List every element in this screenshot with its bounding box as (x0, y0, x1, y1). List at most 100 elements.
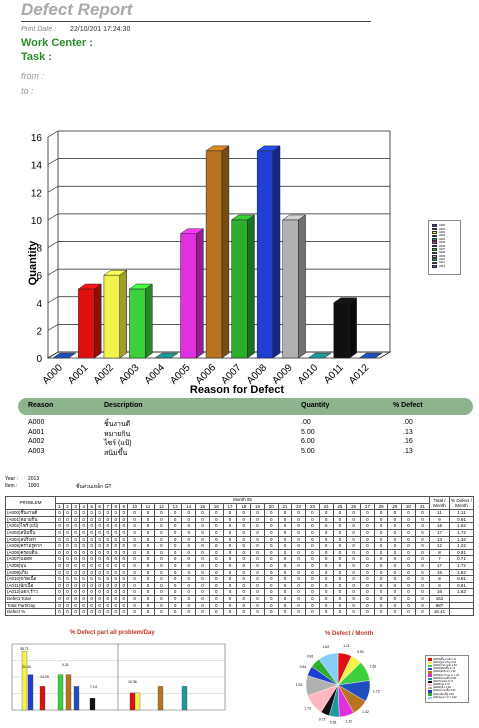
day-cell: 0 (103, 522, 113, 530)
day-cell: 0 (277, 568, 293, 577)
mini-bar (65, 674, 72, 711)
day-cell: 0 (401, 515, 416, 524)
day-cell: 0 (236, 608, 252, 616)
legend-swatch (432, 251, 437, 255)
day-cell: 0 (54, 522, 65, 530)
legend-item: A008 (432, 251, 457, 254)
x-tick-label: A009 (270, 362, 295, 387)
total-part-value: 987 (429, 601, 450, 610)
day-cell: 0 (277, 535, 293, 544)
day-cell: 0 (263, 542, 279, 550)
day-cell: 0 (318, 581, 334, 590)
legend-label: A000 (439, 224, 446, 228)
day-cell: 0 (373, 581, 389, 590)
bar-A009 (281, 214, 307, 359)
day-cell: 0 (332, 535, 348, 544)
x-tick-label: A010 (296, 362, 321, 387)
x-tick-label: A011 (322, 362, 346, 386)
legend-label: A011 (439, 261, 445, 265)
day-cell: 0 (387, 528, 403, 537)
day-cell: 0 (401, 535, 416, 544)
day-cell: 0 (318, 588, 334, 596)
legend-swatch (432, 234, 437, 238)
day-cell: 0 (119, 568, 129, 577)
day-cell: 0 (111, 548, 121, 557)
legend-swatch (432, 231, 437, 234)
day-cell: 0 (167, 581, 183, 590)
quantity-col-header: Quantity (301, 402, 330, 409)
legend-item: A007 (432, 248, 457, 251)
day-cell: 0 (127, 528, 143, 537)
day-cell: 0 (195, 542, 210, 550)
row-total: 16 (429, 522, 450, 530)
reason-cell-qty: 5.00 (301, 428, 315, 436)
pie-legend-item: (A008)บุบ 1.72 (428, 683, 466, 687)
table-row: (A012)แตก,ร้าว 0 0 0 0 0 0 0 0 0 0 0 0 0 0 0 0 0 0 0 0 0 0 0 0 0 0… (5, 588, 474, 596)
day-cell: 0 (119, 561, 129, 570)
mini-bar (89, 698, 96, 711)
day-cell: 0 (346, 588, 361, 596)
legend-item: A005 (432, 241, 457, 244)
day-cell: 0 (95, 542, 105, 550)
day-cell: 0 (359, 509, 375, 517)
day-cell: 0 (305, 588, 320, 596)
day-cell: 0 (359, 608, 375, 616)
day-header: 1 (54, 502, 65, 511)
pie-legend-item: (A000)ชิ้นงานดี 1.11 (428, 658, 466, 661)
day-cell: 0 (54, 594, 65, 603)
day-cell: 0 (54, 542, 65, 550)
day-cell: 0 (95, 509, 105, 517)
day-cell: 0 (54, 561, 65, 570)
day-cell: 0 (401, 542, 416, 550)
day-cell: 0 (387, 548, 403, 557)
item-value: 1000 (28, 483, 40, 489)
day-cell: 0 (277, 522, 293, 530)
day-cell: 0 (387, 568, 403, 577)
day-cell: 0 (79, 535, 89, 544)
mini-bar (39, 686, 46, 711)
day-cell: 0 (332, 528, 348, 537)
day-cell: 0 (141, 522, 155, 530)
day-cell: 0 (127, 561, 143, 570)
reason-cell-desc: หมายกิน (104, 430, 131, 438)
day-cell: 0 (54, 568, 65, 577)
day-cell: 0 (71, 555, 81, 563)
legend-swatch (432, 227, 437, 231)
day-cell: 0 (373, 555, 389, 563)
mini-data-label: 35.71 (20, 647, 29, 651)
day-cell: 0 (167, 568, 183, 577)
pie-label: 1.62 (296, 683, 303, 687)
day-header: 10 (127, 502, 143, 511)
day-cell: 0 (291, 594, 307, 603)
pie-legend-label: (A009)เกิน 1.62 (433, 686, 451, 690)
daily-chart-title: % Defect part all problem/Day (70, 630, 155, 636)
pie-legend-swatch (428, 667, 432, 671)
work-center-label: Work Center : (21, 37, 93, 49)
day-cell: 0 (127, 601, 143, 610)
pie-legend-label: (A005)ครามรูตาก 1.22 (433, 673, 459, 677)
day-cell: 0 (119, 555, 129, 563)
day-cell: 0 (291, 581, 307, 590)
legend-label: A006 (439, 244, 446, 248)
day-cell: 0 (195, 509, 210, 517)
day-cell: 0 (305, 522, 320, 530)
day-cell: 0 (373, 528, 389, 537)
legend-label: A012 (439, 264, 446, 268)
legend-swatch (432, 244, 437, 248)
x-tick-label: A000 (41, 362, 66, 387)
day-cell: 0 (167, 522, 183, 530)
day-cell: 0 (181, 535, 197, 544)
legend-swatch (432, 261, 437, 265)
legend-item: A006 (432, 244, 457, 248)
x-tick-label: A003 (117, 362, 142, 387)
legend-swatch (432, 241, 437, 244)
day-cell: 0 (387, 542, 403, 550)
day-header: 24 (318, 502, 334, 511)
day-cell: 0 (181, 522, 197, 530)
day-cell: 0 (414, 588, 431, 596)
day-cell: 0 (63, 548, 73, 557)
day-cell: 0 (332, 522, 348, 530)
mini-bar (129, 692, 136, 711)
day-cell: 0 (153, 522, 169, 530)
day-cell: 0 (181, 561, 197, 570)
